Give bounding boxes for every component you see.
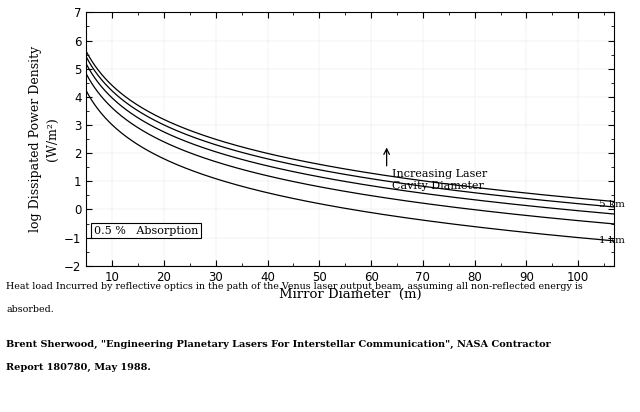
Text: Increasing Laser
Cavity Diameter: Increasing Laser Cavity Diameter xyxy=(392,169,487,191)
Text: Brent Sherwood, "Engineering Planetary Lasers For Interstellar Communication", N: Brent Sherwood, "Engineering Planetary L… xyxy=(6,340,551,349)
X-axis label: Mirror Diameter  (m): Mirror Diameter (m) xyxy=(279,288,422,301)
Text: absorbed.: absorbed. xyxy=(6,305,54,314)
Text: Heat load Incurred by reflective optics in the path of the Venus laser output be: Heat load Incurred by reflective optics … xyxy=(6,282,583,291)
Y-axis label: log Dissipated Power Density
(W/m²): log Dissipated Power Density (W/m²) xyxy=(29,46,59,232)
Text: 0.5 %   Absorption: 0.5 % Absorption xyxy=(94,225,198,236)
Text: Report 180780, May 1988.: Report 180780, May 1988. xyxy=(6,363,151,372)
Text: 1 km: 1 km xyxy=(599,236,625,245)
Text: 5 km: 5 km xyxy=(599,200,625,209)
